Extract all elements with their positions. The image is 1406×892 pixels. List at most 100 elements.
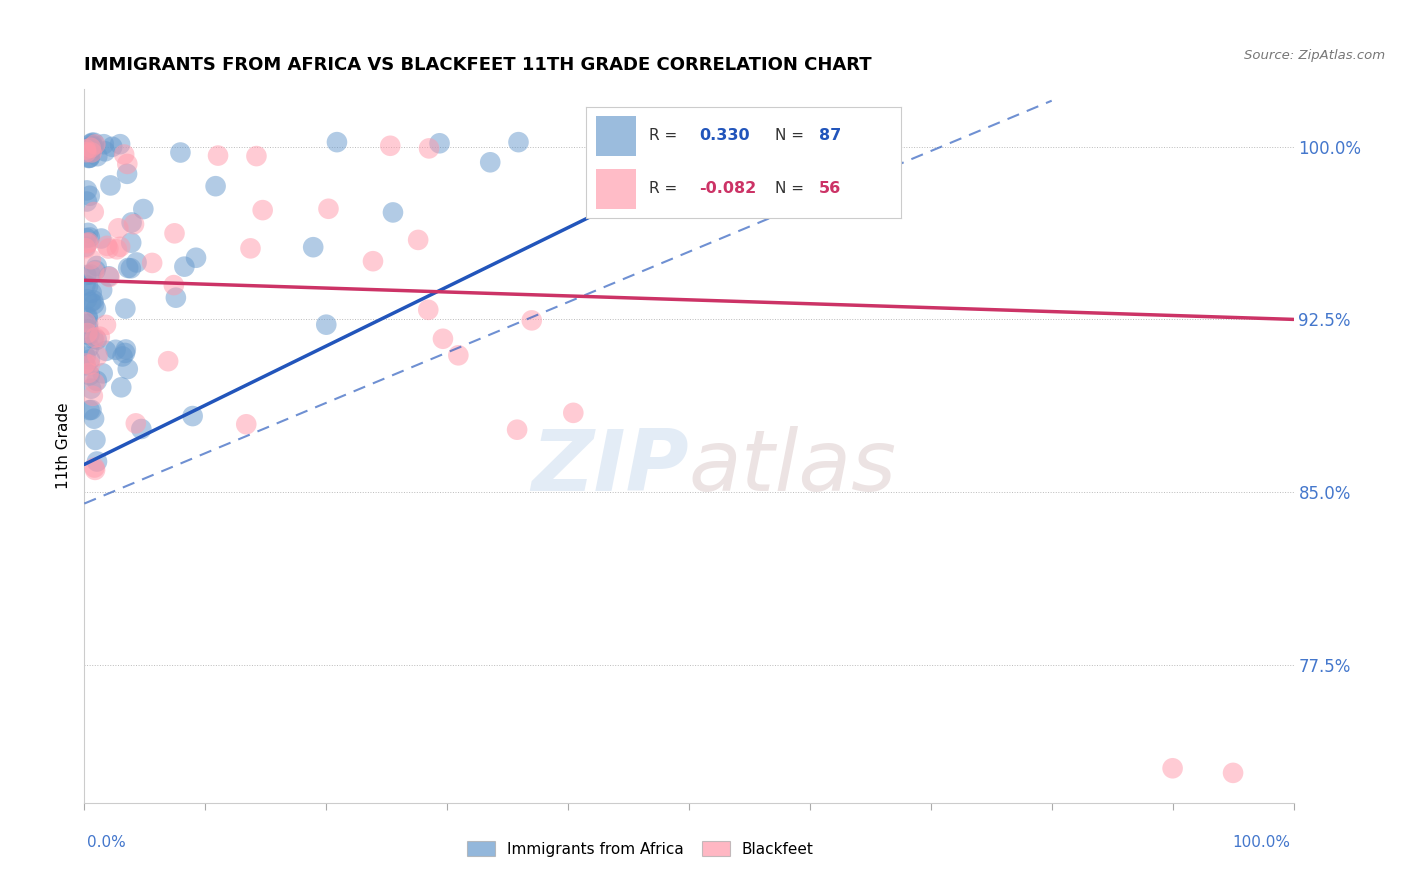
Point (406, 233, 429, 247)
Point (117, 260, 139, 275)
Point (97, 242, 120, 256)
Point (75, 359, 97, 373)
Point (520, 313, 543, 327)
Point (75, 145, 97, 160)
Point (562, 406, 585, 420)
Point (83, 376, 105, 390)
Point (121, 215, 143, 229)
Point (75, 231, 97, 245)
Point (79, 230, 101, 244)
Point (84, 301, 107, 316)
Point (447, 348, 470, 362)
Point (86, 149, 108, 163)
Point (91, 367, 114, 381)
Point (80, 136, 103, 150)
Point (77, 322, 100, 336)
Point (173, 260, 195, 274)
Point (96, 239, 118, 253)
Point (117, 362, 139, 376)
Point (318, 202, 340, 216)
Point (114, 301, 136, 316)
Point (76, 183, 98, 197)
Point (1161, 761, 1184, 775)
Point (80, 382, 103, 396)
Text: atlas: atlas (689, 425, 897, 509)
Point (181, 409, 204, 423)
Point (84, 433, 107, 447)
Point (79, 368, 101, 383)
Point (114, 346, 136, 360)
Point (169, 145, 191, 160)
Point (508, 135, 530, 149)
Point (79, 151, 101, 165)
Point (204, 179, 226, 194)
Point (141, 256, 163, 270)
Point (77, 226, 100, 240)
Legend: Immigrants from Africa, Blackfeet: Immigrants from Africa, Blackfeet (461, 835, 820, 863)
Point (75, 315, 97, 329)
Point (77, 235, 100, 250)
Point (93, 137, 115, 152)
Point (86, 349, 108, 363)
Point (75, 350, 97, 364)
Point (86, 333, 108, 347)
Point (83, 205, 105, 219)
Point (76, 326, 98, 340)
Point (125, 255, 148, 269)
Point (108, 137, 131, 152)
Point (80, 136, 103, 151)
Point (86, 259, 108, 273)
Point (75, 277, 97, 292)
Point (84, 137, 107, 152)
Point (432, 332, 454, 346)
Point (115, 167, 138, 181)
Point (77, 340, 100, 354)
Point (114, 343, 136, 357)
Point (94, 145, 117, 159)
Point (117, 157, 139, 171)
Point (163, 278, 186, 293)
Point (125, 417, 148, 431)
Point (94, 318, 117, 332)
Point (77, 151, 100, 165)
Point (83, 460, 105, 475)
Point (79, 352, 101, 367)
Point (235, 417, 257, 432)
Point (77, 141, 100, 155)
Point (326, 135, 349, 149)
Point (418, 141, 440, 155)
Point (75, 143, 97, 157)
Point (157, 354, 180, 368)
Point (120, 261, 142, 276)
Point (83, 411, 105, 425)
Point (84, 330, 107, 344)
Point (165, 291, 187, 305)
Point (89, 329, 111, 343)
Text: 100.0%: 100.0% (1233, 836, 1291, 850)
Point (110, 380, 132, 394)
Point (252, 203, 274, 218)
Point (245, 149, 267, 163)
Point (77, 327, 100, 342)
Point (315, 318, 337, 332)
Point (429, 136, 451, 151)
Y-axis label: 11th Grade: 11th Grade (56, 402, 72, 490)
Point (80, 141, 103, 155)
Point (75, 240, 97, 254)
Point (380, 138, 402, 153)
Point (97, 269, 120, 284)
Point (91, 283, 114, 297)
Point (83, 136, 105, 150)
Point (80, 295, 103, 310)
Point (361, 254, 384, 268)
Text: 0.0%: 0.0% (87, 836, 127, 850)
Point (100, 178, 122, 193)
Point (120, 235, 142, 250)
Point (82, 389, 104, 403)
Point (76, 194, 98, 209)
Point (506, 423, 529, 437)
Point (82, 141, 104, 155)
Point (131, 422, 153, 436)
Point (98, 270, 121, 285)
Point (76, 311, 98, 326)
